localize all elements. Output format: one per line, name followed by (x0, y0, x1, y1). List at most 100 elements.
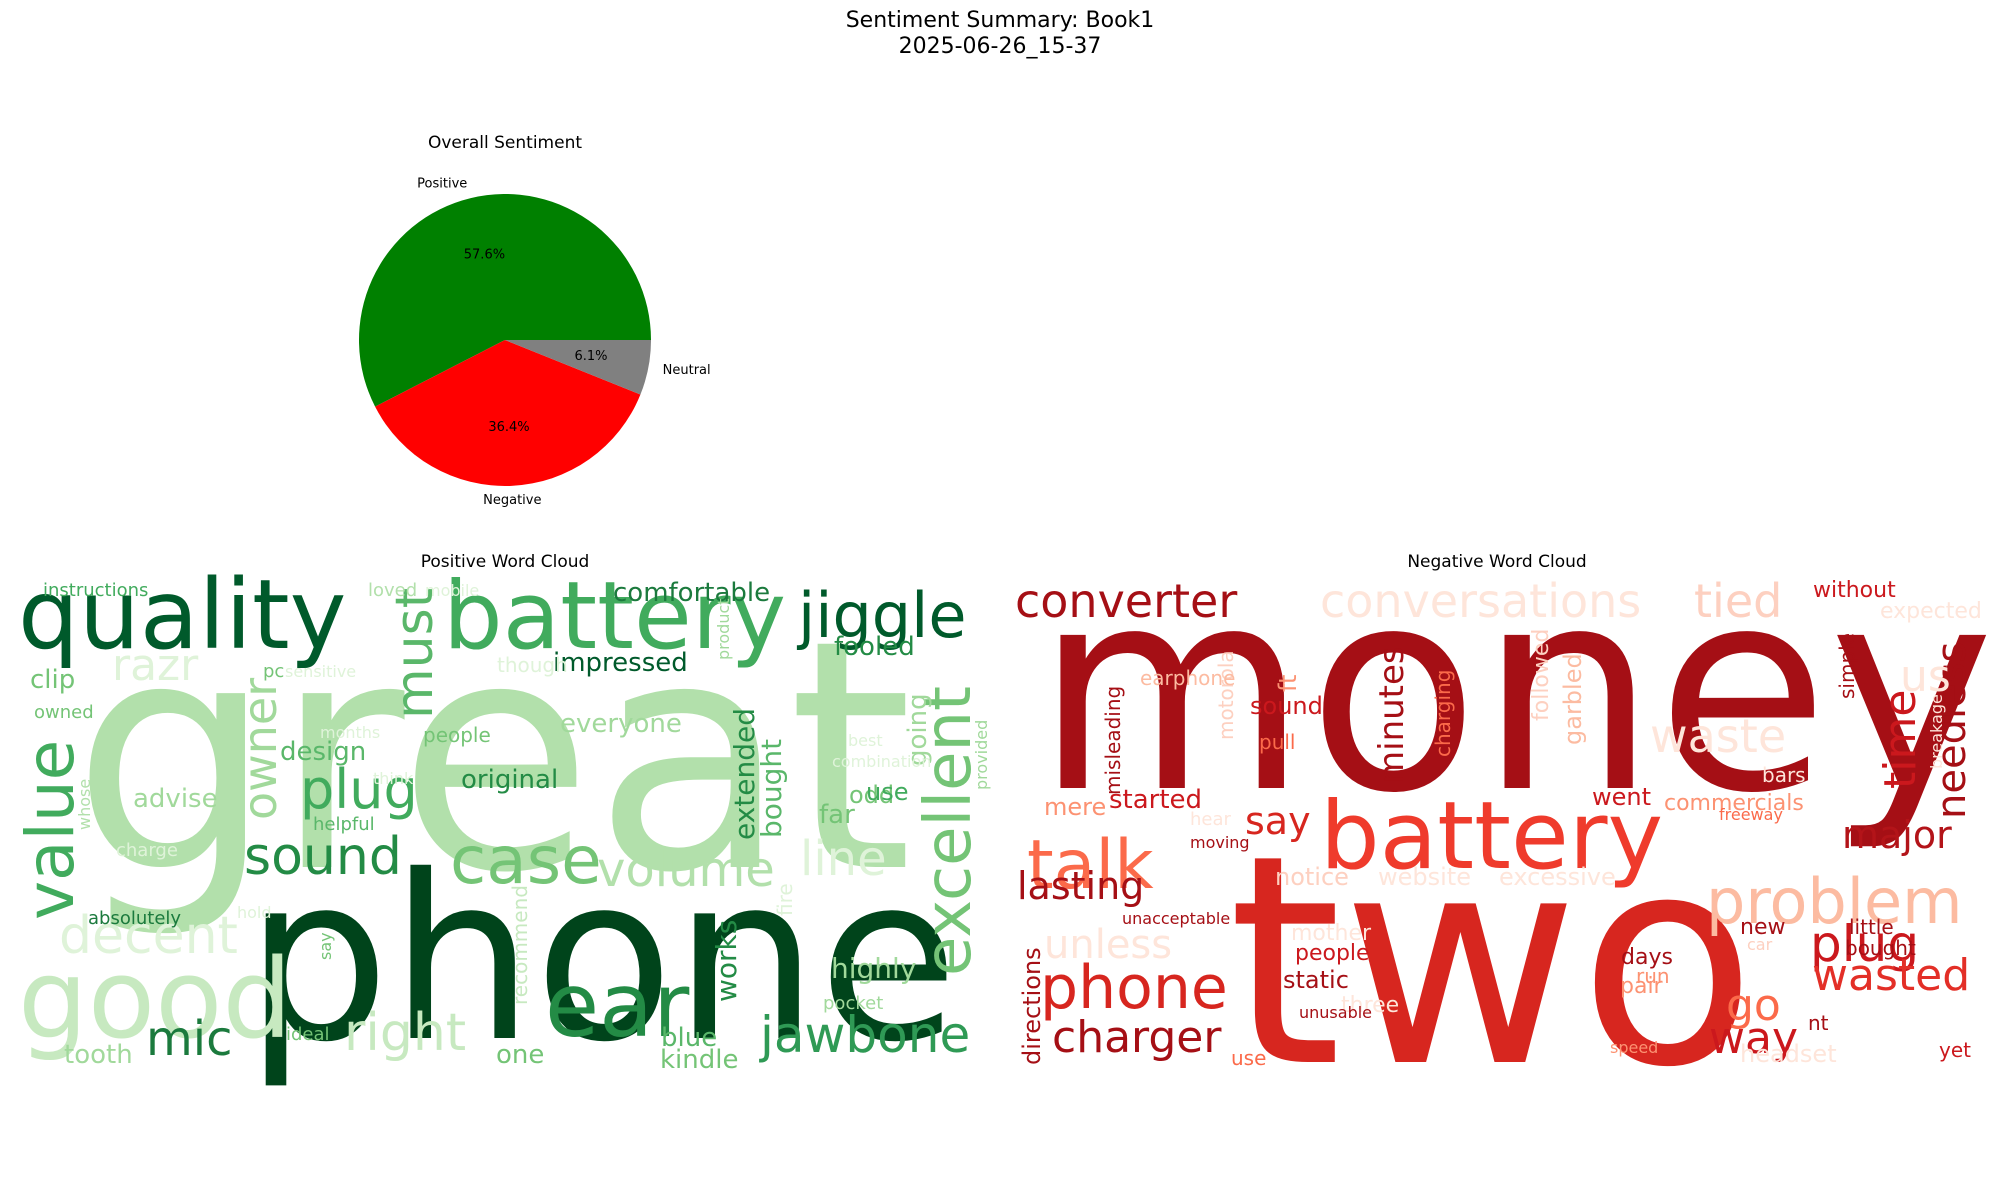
positive-cloud-word-sensitive: sensitive (285, 662, 356, 681)
positive-cloud-background (18, 572, 974, 1052)
negative-cloud-word-time: time (1875, 690, 1926, 789)
negative-cloud-word-headset: headset (1740, 1040, 1837, 1068)
positive-cloud-word-mobile: mobile (425, 581, 479, 600)
pie-percent-neutral: 6.1% (574, 349, 607, 364)
pie-slice-negative (375, 340, 641, 487)
positive-cloud-word-fire: fire (773, 883, 797, 916)
positive-cloud-word-jawbone: jawbone (759, 1006, 970, 1064)
positive-cloud-word-razr: razr (112, 640, 199, 691)
negative-cloud-word-little: little (1849, 915, 1894, 939)
negative-cloud-word-yet: yet (1939, 1038, 1971, 1062)
overall-sentiment-pie: Positive 57.6% Negative 36.4% Neutral 6.1% (359, 176, 711, 508)
positive-cloud-word-owner: owner (233, 678, 287, 820)
positive-cloud-word-volume: volume (597, 842, 775, 898)
negative-cloud-word-problem: problem (1706, 865, 1963, 938)
negative-cloud-word-major: major (1842, 813, 1952, 857)
negative-cloud-word-people: people (1295, 941, 1370, 966)
pie-slice-positive (359, 194, 651, 407)
negative-cloud-word-wasted: wasted (1812, 950, 1970, 1001)
positive-cloud-word-charge: charge (116, 840, 178, 861)
negative-cloud-word-say: say (1245, 799, 1311, 843)
negative-cloud-word-unless: unless (1044, 922, 1172, 968)
positive-cloud-title: Positive Word Cloud (420, 552, 590, 572)
positive-cloud-word-loved: loved (368, 580, 417, 601)
negative-cloud-word-static: static (1283, 966, 1349, 994)
positive-cloud-word-decent: decent (59, 906, 238, 966)
positive-cloud-word-sound: sound (244, 827, 402, 887)
pie-chart-title: Overall Sentiment (427, 133, 583, 153)
positive-cloud-word-kindle: kindle (660, 1045, 738, 1075)
negative-cloud-word-expected: expected (1880, 599, 1982, 624)
negative-cloud-word-waste: waste (1650, 709, 1786, 763)
positive-cloud-word-extended: extended (728, 708, 761, 840)
negative-cloud-word-unacceptable: unacceptable (1122, 909, 1230, 928)
negative-cloud-word-breakage: breakage (1927, 694, 1946, 769)
pie-percent-positive: 57.6% (464, 247, 505, 262)
positive-cloud-word-combination: combination (832, 752, 931, 771)
negative-cloud-word-directions: directions (1018, 947, 1046, 1065)
positive-cloud-word-pc: pc (263, 661, 284, 682)
negative-cloud-word-moving: moving (1190, 833, 1250, 852)
positive-cloud-word-one: one (496, 1040, 544, 1070)
negative-cloud-word-minutes: minutes (1372, 646, 1412, 784)
positive-cloud-word-going: going (903, 693, 933, 766)
positive-cloud-word-provided: provided (972, 720, 991, 790)
negative-cloud-word-freeway: freeway (1719, 805, 1783, 824)
negative-cloud-word-notice: notice (1275, 863, 1349, 891)
pie-slice-neutral (505, 340, 651, 395)
negative-cloud-word-conversations: conversations (1320, 574, 1641, 628)
positive-cloud-word-value: value (12, 740, 89, 920)
positive-cloud-word-design: design (280, 737, 366, 767)
positive-cloud-word-fooled: fooled (834, 632, 915, 662)
positive-cloud-word-pocket: pocket (823, 993, 883, 1014)
negative-cloud-word-misleading: misleading (1101, 686, 1125, 795)
positive-cloud-word-must: must (385, 588, 445, 719)
pie-label-negative: Negative (483, 493, 541, 508)
negative-cloud-word-garbled: garbled (1559, 653, 1587, 745)
positive-cloud-word-owned: owned (34, 702, 94, 723)
negative-cloud-word-three: three (1341, 993, 1399, 1018)
pie-label-neutral: Neutral (663, 363, 711, 378)
negative-cloud-word-phone: phone (1040, 953, 1228, 1023)
positive-cloud-word-absolutely: absolutely (88, 908, 181, 929)
negative-cloud-word-plug: plug (1810, 915, 1919, 973)
positive-cloud-word-months: months (320, 723, 380, 742)
positive-cloud-word-blue: blue (661, 1023, 717, 1053)
positive-cloud-word-everyone: everyone (560, 709, 682, 739)
positive-cloud-word-impressed: impressed (553, 648, 688, 678)
negative-cloud-word-mere: mere (1044, 793, 1106, 821)
negative-cloud-word-pair: pair (1620, 974, 1664, 999)
positive-cloud-word-hold: hold (237, 903, 272, 922)
negative-cloud-word-website: website (1378, 863, 1471, 891)
positive-cloud-word-case: case (450, 822, 602, 899)
positive-cloud-word-bought: bought (755, 739, 788, 838)
positive-cloud-word-far: far (819, 800, 855, 830)
positive-cloud-word-original: original (461, 765, 558, 795)
negative-cloud-word-sound: sound (1250, 692, 1323, 720)
positive-cloud-word-best: best (848, 731, 883, 750)
negative-cloud-word-ft: ft (1274, 675, 1302, 692)
positive-cloud-word-quality: quality (18, 559, 346, 671)
negative-cloud-word-battery: battery (1320, 782, 1663, 891)
negative-cloud-word-us: us (1900, 651, 1951, 702)
negative-cloud-word-unusable: unusable (1299, 1003, 1372, 1022)
positive-cloud-word-great: great (72, 572, 913, 942)
negative-cloud-background (1010, 572, 1986, 1052)
negative-cloud-word-nt: nt (1808, 1011, 1829, 1035)
negative-cloud-word-speed: speed (1610, 1038, 1658, 1057)
positive-cloud-word-plug: plug (300, 758, 418, 821)
negative-cloud-word-simple: simple (1835, 633, 1859, 699)
positive-cloud-word-phone: phone (245, 826, 959, 1092)
negative-cloud-word-motorola: motorola (1214, 650, 1238, 740)
negative-cloud-word-without: without (1813, 578, 1896, 603)
negative-cloud-word-hear: hear (1190, 809, 1232, 830)
negative-cloud-word-commercials: commercials (1664, 791, 1804, 816)
figure-title: Sentiment Summary: Book1 2025-06-26_15-3… (0, 8, 2000, 60)
negative-cloud-word-charging: charging (1431, 670, 1455, 757)
negative-cloud-word-followed: followed (1529, 629, 1554, 721)
positive-cloud-word-use: use (866, 778, 908, 806)
negative-cloud-word-days: days (1621, 945, 1673, 970)
negative-cloud-word-needless: needless (1929, 642, 1975, 819)
